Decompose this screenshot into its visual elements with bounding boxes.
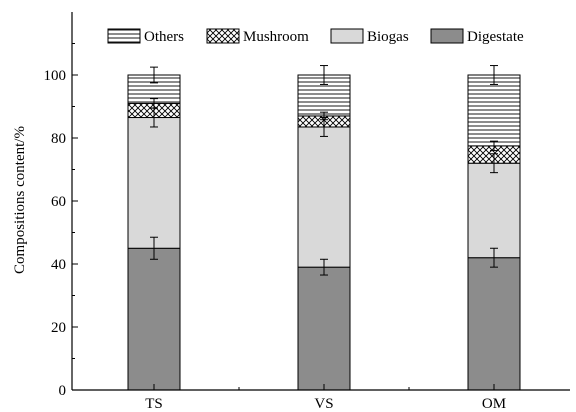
legend-swatch-others bbox=[107, 28, 141, 44]
plot-area bbox=[127, 65, 521, 391]
error-bar-digestate-vs bbox=[320, 258, 328, 276]
legend-label-biogas: Biogas bbox=[367, 29, 409, 45]
y-tick-label: 80 bbox=[51, 131, 66, 147]
y-ticks: 0 20 40 60 80 100 bbox=[44, 43, 78, 399]
bar-segment-biogas-ts bbox=[127, 117, 181, 249]
error-bar-others-ts bbox=[150, 66, 158, 84]
x-ticks: TS VS OM bbox=[145, 384, 506, 412]
y-tick-label: 40 bbox=[51, 257, 66, 273]
x-tick-label: VS bbox=[314, 396, 333, 412]
error-bar-mushroom-vs bbox=[320, 111, 328, 121]
bar-segment-digestate-ts bbox=[127, 247, 181, 391]
error-bar-others-vs bbox=[320, 65, 328, 85]
legend-swatch-biogas bbox=[330, 28, 364, 44]
error-bar-digestate-om bbox=[490, 247, 498, 268]
error-bar-biogas-om bbox=[490, 153, 498, 174]
x-tick-label: OM bbox=[482, 396, 506, 412]
legend-label-others: Others bbox=[144, 29, 184, 45]
error-bar-mushroom-ts bbox=[150, 98, 158, 109]
x-tick-label: TS bbox=[145, 396, 163, 412]
error-bar-mushroom-om bbox=[490, 140, 498, 152]
legend-swatch-digestate bbox=[430, 28, 464, 44]
legend-label-mushroom: Mushroom bbox=[243, 29, 309, 45]
error-bar-digestate-ts bbox=[150, 236, 158, 260]
y-tick-label: 0 bbox=[59, 383, 67, 399]
bar-segment-biogas-vs bbox=[297, 126, 351, 268]
legend: Others Mushroom Biogas Digestate bbox=[107, 28, 524, 45]
error-bar-others-om bbox=[490, 65, 498, 85]
bar-segment-biogas-om bbox=[467, 162, 521, 259]
legend-swatch-mushroom bbox=[206, 28, 240, 44]
y-tick-label: 20 bbox=[51, 320, 66, 336]
y-tick-label: 100 bbox=[44, 68, 67, 84]
y-axis-title: Compositions content/% bbox=[12, 126, 28, 274]
y-tick-label: 60 bbox=[51, 194, 66, 210]
legend-label-digestate: Digestate bbox=[467, 29, 524, 45]
bar-segment-digestate-om bbox=[467, 257, 521, 391]
bar-segment-digestate-vs bbox=[297, 266, 351, 391]
bar-segment-others-om bbox=[467, 74, 521, 147]
